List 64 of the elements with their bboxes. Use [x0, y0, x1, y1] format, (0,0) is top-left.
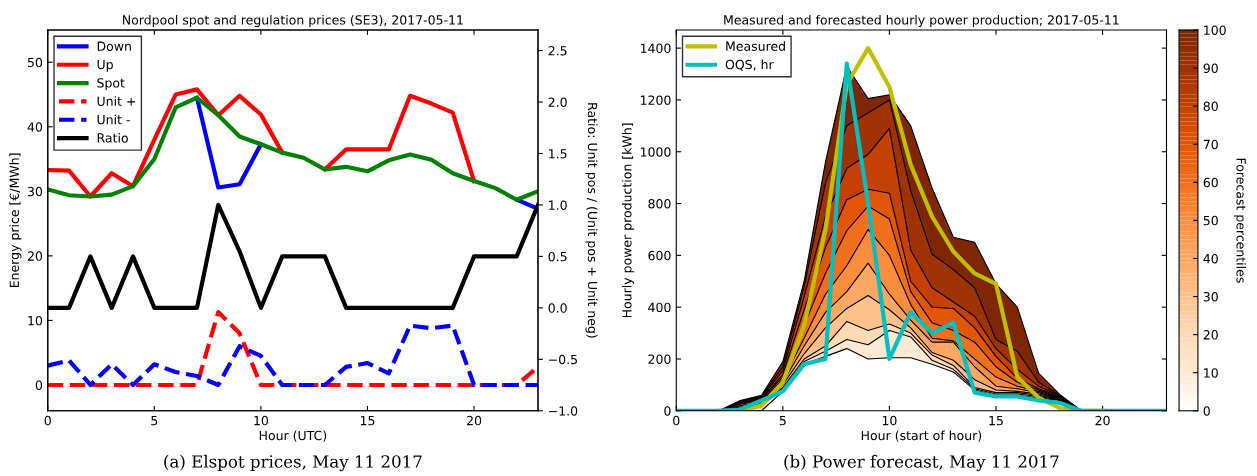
y2-tick-label: −0.5: [549, 354, 577, 365]
y-tick-label: 600: [648, 250, 671, 261]
color-bar-label: 60: [1203, 177, 1218, 188]
y-tick-label: 1400: [640, 43, 671, 54]
x-tick-label: 0: [673, 415, 680, 426]
x-tick-label: 20: [467, 415, 482, 426]
color-bar-label: 50: [1203, 215, 1218, 226]
color-bar-label: 70: [1203, 139, 1218, 150]
color-bar-label: 90: [1203, 63, 1218, 73]
line-series: [47, 323, 538, 388]
x-tick-label: 0: [44, 415, 51, 426]
y-tick-label: 40: [27, 122, 43, 132]
x-tick-label: 15: [989, 416, 1003, 426]
legend-label: Ratio: [97, 132, 128, 143]
chart-title: Nordpool spot and regulation prices (SE3), 2017-05-11: [123, 14, 463, 28]
legend-label: Up: [97, 59, 113, 72]
x-tick-label: 10: [882, 415, 897, 426]
color-bar-title: Forecast percentiles: [1233, 158, 1247, 283]
y-tick-label: 50: [27, 57, 43, 68]
color-bar-label: 40: [1203, 253, 1218, 264]
x-tick-label: 15: [360, 416, 375, 426]
line-series: [47, 95, 538, 202]
y-tick-label: 10: [28, 315, 43, 326]
x-axis-title: Hour (start of hour): [861, 430, 982, 442]
x-tick-label: 10: [254, 415, 269, 426]
legend-label: Down: [97, 41, 131, 51]
color-bar-label: 0: [1203, 406, 1210, 416]
text: (a) Elspot prices, May 11 2017: [164, 454, 422, 472]
legend-label: Measured: [726, 41, 785, 51]
y2-tick-label: 2.5: [548, 46, 567, 56]
y2-tick-label: 2.0: [548, 97, 567, 107]
x-tick-label: 20: [1095, 415, 1110, 426]
y2-tick-label: 1.5: [549, 149, 567, 159]
line-series: [47, 309, 538, 388]
y-tick-label: 30: [27, 186, 43, 197]
chart-title: Measured and forecasted hourly power production; 2017-05-11: [724, 14, 1119, 28]
y2-axis-title: Ratio: Unit pos / (Unit pos + Unit neg): [585, 103, 598, 338]
legend-label: Spot: [97, 78, 125, 91]
y-axis-title: Energy price [€/MWh]: [9, 153, 22, 288]
y-tick-label: 400: [648, 302, 671, 313]
y-tick-label: 20: [27, 251, 43, 261]
color-bar-label: 20: [1203, 330, 1218, 340]
legend-label: Unit +: [97, 96, 136, 106]
x-tick-label: 5: [779, 416, 786, 426]
color-bar-label: 10: [1204, 368, 1218, 378]
text: (b) Power forecast, May 11 2017: [784, 454, 1059, 472]
y-tick-label: 1000: [640, 147, 671, 157]
y2-tick-label: 0.5: [548, 251, 567, 262]
y-tick-label: 0: [664, 406, 671, 416]
legend-label: Unit -: [97, 114, 130, 125]
color-bar-label: 100: [1204, 25, 1226, 35]
color-bar-label: 80: [1203, 101, 1218, 112]
legend-label: OQS, hr: [725, 59, 774, 71]
y-tick-label: 800: [648, 199, 671, 209]
y-tick-label: 200: [648, 354, 671, 364]
y-axis-title: Hourly power production [kWh]: [621, 123, 635, 318]
color-bar-label: 30: [1203, 292, 1218, 302]
x-axis-title: Hour (UTC): [259, 430, 327, 442]
y-tick-label: 0: [35, 380, 43, 390]
x-tick-label: 5: [151, 416, 158, 426]
y2-tick-label: 1.0: [549, 200, 567, 210]
y2-tick-label: −1.0: [549, 406, 578, 416]
y2-tick-label: 0.0: [548, 303, 567, 313]
y-tick-label: 1200: [640, 95, 671, 105]
